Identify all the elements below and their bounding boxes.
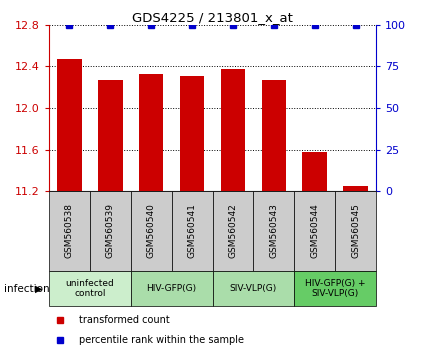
Bar	[131, 271, 212, 306]
Text: infection: infection	[4, 284, 50, 293]
Text: HIV-GFP(G): HIV-GFP(G)	[147, 284, 197, 293]
Text: GSM560541: GSM560541	[187, 204, 196, 258]
Bar	[139, 74, 163, 191]
Bar	[261, 80, 286, 191]
Bar	[57, 59, 82, 191]
Bar	[253, 191, 294, 271]
Bar	[98, 80, 122, 191]
Text: GSM560540: GSM560540	[147, 204, 156, 258]
Bar	[303, 152, 327, 191]
Text: SIV-VLP(G): SIV-VLP(G)	[230, 284, 277, 293]
Bar	[212, 271, 294, 306]
Text: GSM560543: GSM560543	[269, 204, 278, 258]
Text: GSM560538: GSM560538	[65, 204, 74, 258]
Text: transformed count: transformed count	[79, 315, 170, 325]
Text: GSM560542: GSM560542	[229, 204, 238, 258]
Bar	[294, 271, 376, 306]
Text: GSM560545: GSM560545	[351, 204, 360, 258]
Bar	[172, 191, 212, 271]
Bar	[343, 186, 368, 191]
Bar	[90, 191, 131, 271]
Text: ▶: ▶	[35, 284, 43, 293]
Bar	[212, 191, 253, 271]
Bar	[49, 271, 131, 306]
Text: percentile rank within the sample: percentile rank within the sample	[79, 335, 244, 346]
Text: uninfected
control: uninfected control	[65, 279, 114, 298]
Text: HIV-GFP(G) +
SIV-VLP(G): HIV-GFP(G) + SIV-VLP(G)	[305, 279, 366, 298]
Bar	[180, 76, 204, 191]
Bar	[131, 191, 172, 271]
Bar	[294, 191, 335, 271]
Bar	[49, 191, 90, 271]
Title: GDS4225 / 213801_x_at: GDS4225 / 213801_x_at	[132, 11, 293, 24]
Bar	[335, 191, 376, 271]
Bar	[221, 69, 245, 191]
Text: GSM560539: GSM560539	[106, 204, 115, 258]
Text: GSM560544: GSM560544	[310, 204, 319, 258]
